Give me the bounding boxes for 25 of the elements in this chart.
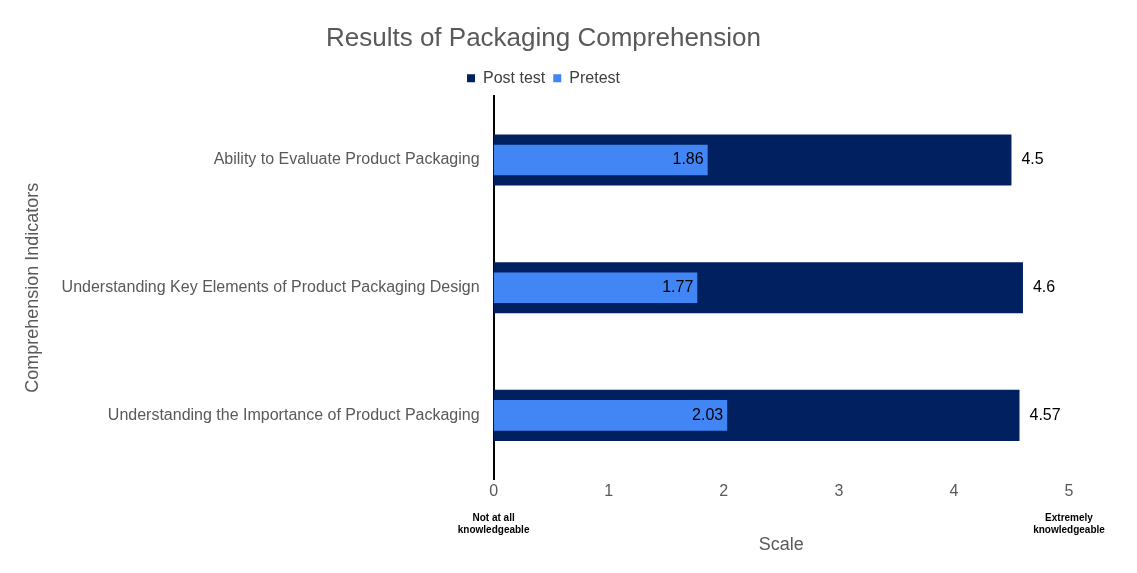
data-label: 4.57 [1029, 405, 1061, 423]
x-tick-label: 3 [834, 482, 844, 500]
bar [493, 144, 708, 176]
text: Not at all knowledgeable [457, 511, 530, 535]
text: Extremely knowledgeable [1033, 511, 1106, 535]
data-label: 2.03 [692, 405, 724, 423]
x-tick-label: 0 [489, 482, 499, 500]
data-label: 4.6 [1032, 278, 1056, 296]
data-label: 1.77 [662, 278, 694, 296]
x-tick-label: 4 [949, 482, 959, 500]
x-tick-label: 2 [719, 482, 729, 500]
legend-label: Post test [483, 68, 546, 86]
y-axis-title: Comprehension Indicators [21, 182, 42, 393]
x-axis-title: Scale [758, 534, 804, 555]
bar [493, 400, 728, 431]
data-label: 1.86 [672, 150, 704, 168]
y-tick-label: Ability to Evaluate Product Packaging [213, 150, 480, 168]
y-tick-label: Understanding the Importance of Product Packaging [107, 405, 480, 423]
chart-title: Results of Packaging Comprehension [325, 21, 762, 52]
bar [493, 272, 698, 304]
x-tick-label: 5 [1064, 482, 1074, 500]
x-tick-label: 1 [604, 482, 614, 500]
data-label: 4.5 [1021, 150, 1044, 168]
legend-label: Pretest [569, 68, 621, 86]
y-tick-label: Understanding Key Elements of Product Packaging Design [61, 278, 480, 296]
